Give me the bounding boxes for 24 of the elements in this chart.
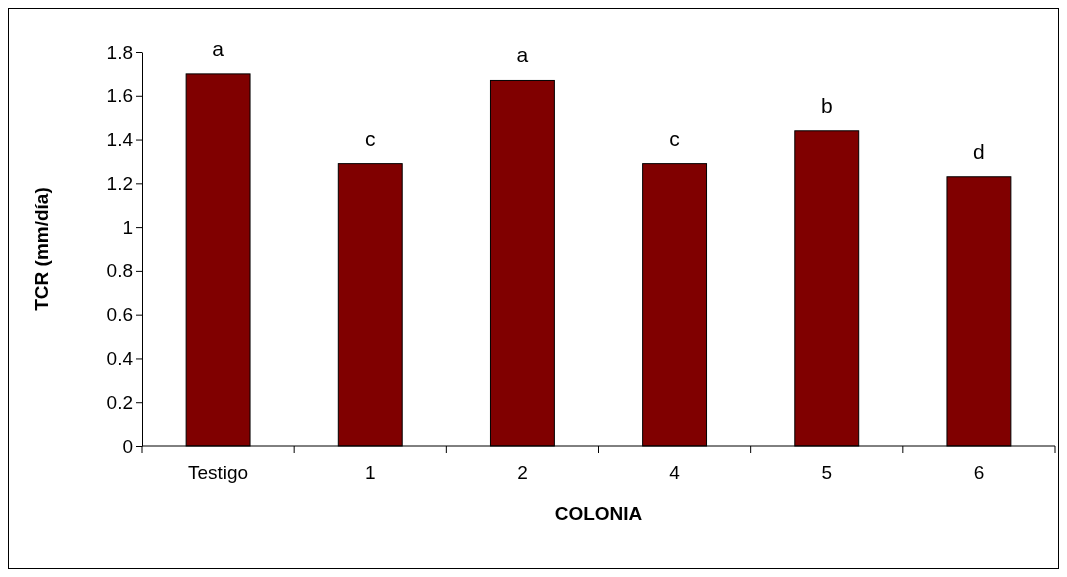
annotation: a — [516, 43, 529, 67]
annotation: d — [973, 139, 985, 163]
y-tick-label: 1.4 — [106, 129, 134, 151]
annotation: c — [365, 126, 376, 150]
y-tick-label: 0.4 — [106, 348, 134, 370]
annotation: c — [669, 126, 680, 150]
y-tick-label: 1 — [122, 216, 133, 238]
y-tick-label: 1.8 — [106, 41, 133, 63]
x-tick-label: 2 — [517, 462, 528, 483]
annotation: b — [820, 93, 833, 117]
x-tick-label: 4 — [669, 462, 681, 483]
x-tick-label: 6 — [973, 462, 985, 483]
x-tick-label: Testigo — [187, 462, 249, 483]
y-tick-label: 0.6 — [106, 304, 133, 326]
y-tick-label: 0.2 — [106, 391, 133, 413]
x-axis-title: COLONIA — [554, 503, 643, 524]
y-tick-label: 1.2 — [106, 172, 133, 194]
y-tick-label: 0.8 — [106, 260, 133, 282]
annotation: a — [212, 36, 225, 60]
y-tick-label: 0 — [122, 435, 133, 457]
x-tick-label: 5 — [821, 462, 833, 483]
y-axis-title: TCR (mm/día) — [31, 187, 52, 311]
y-tick-label: 1.6 — [106, 85, 133, 107]
x-tick-label: 1 — [364, 462, 376, 483]
